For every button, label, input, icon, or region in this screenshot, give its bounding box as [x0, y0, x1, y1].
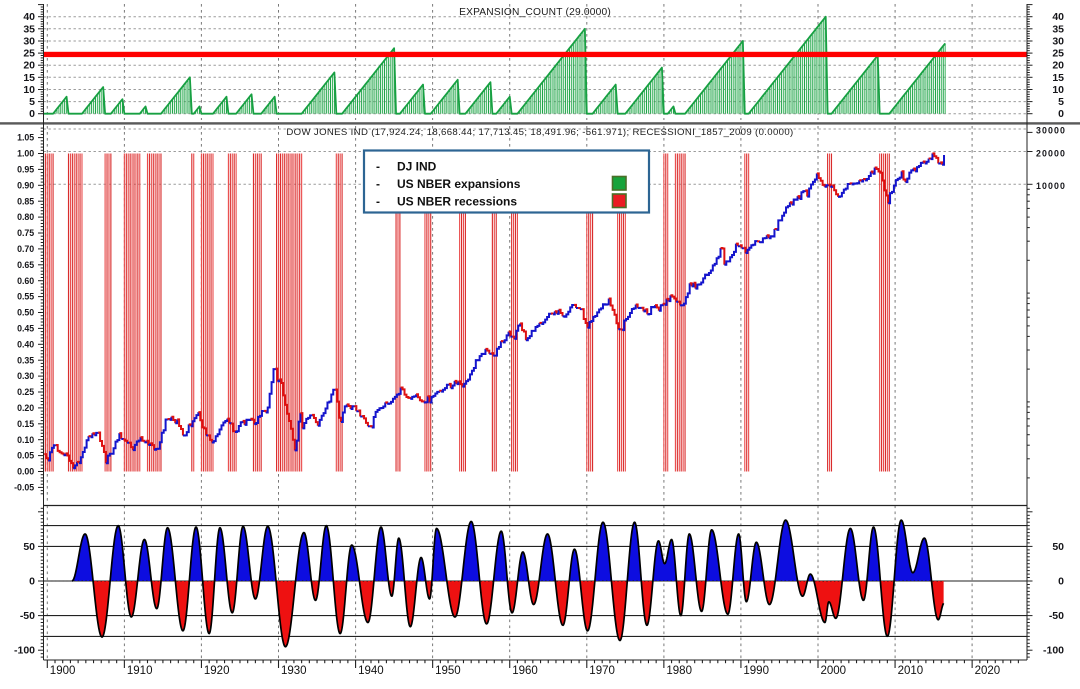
svg-text:10: 10 — [23, 84, 35, 96]
svg-text:40: 40 — [23, 11, 35, 23]
svg-text:0: 0 — [29, 108, 35, 120]
svg-text:-0.05: -0.05 — [14, 483, 34, 493]
svg-text:DOW JONES IND (17,924.24; 18,6: DOW JONES IND (17,924.24; 18,668.44; 17,… — [286, 127, 793, 138]
svg-text:10000: 10000 — [1036, 181, 1066, 191]
svg-text:50: 50 — [1052, 541, 1064, 553]
svg-text:0.05: 0.05 — [17, 451, 34, 461]
svg-text:50: 50 — [23, 541, 35, 553]
svg-text:15: 15 — [1052, 72, 1064, 84]
svg-text:0.60: 0.60 — [17, 276, 34, 286]
svg-text:2000: 2000 — [821, 665, 847, 677]
svg-text:0.45: 0.45 — [17, 324, 34, 334]
svg-text:30: 30 — [1052, 36, 1064, 48]
svg-text:0.95: 0.95 — [17, 165, 34, 175]
svg-text:1900: 1900 — [50, 665, 76, 677]
svg-text:0.00: 0.00 — [17, 467, 34, 477]
svg-text:0: 0 — [1058, 108, 1064, 120]
svg-text:1960: 1960 — [512, 665, 538, 677]
svg-text:DJ IND: DJ IND — [397, 160, 437, 174]
svg-text:35: 35 — [23, 23, 35, 35]
svg-text:-: - — [376, 195, 380, 209]
svg-text:0.85: 0.85 — [17, 196, 34, 206]
svg-text:-50: -50 — [1049, 610, 1064, 622]
svg-text:EXPANSION_COUNT (29.0000): EXPANSION_COUNT (29.0000) — [459, 7, 611, 18]
svg-text:5: 5 — [1058, 96, 1064, 108]
svg-text:30: 30 — [23, 36, 35, 48]
svg-text:0.15: 0.15 — [17, 419, 34, 429]
svg-text:-100: -100 — [1043, 645, 1064, 657]
svg-text:1940: 1940 — [358, 665, 384, 677]
svg-text:5: 5 — [29, 96, 35, 108]
svg-text:0.20: 0.20 — [17, 403, 34, 413]
svg-text:15: 15 — [23, 72, 35, 84]
svg-text:0.55: 0.55 — [17, 292, 34, 302]
svg-text:35: 35 — [1052, 23, 1064, 35]
svg-text:1990: 1990 — [743, 665, 769, 677]
svg-text:1910: 1910 — [127, 665, 153, 677]
svg-text:1950: 1950 — [435, 665, 461, 677]
svg-text:0.10: 0.10 — [17, 435, 34, 445]
svg-text:0.50: 0.50 — [17, 308, 34, 318]
svg-text:US NBER recessions: US NBER recessions — [397, 195, 517, 209]
svg-text:0.90: 0.90 — [17, 180, 34, 190]
svg-text:20: 20 — [23, 60, 35, 72]
svg-text:0.80: 0.80 — [17, 212, 34, 222]
svg-text:US NBER expansions: US NBER expansions — [397, 177, 521, 191]
svg-text:1.05: 1.05 — [17, 133, 34, 143]
svg-text:0.35: 0.35 — [17, 355, 34, 365]
svg-text:0.75: 0.75 — [17, 228, 34, 238]
svg-text:20000: 20000 — [1036, 148, 1066, 158]
svg-text:0: 0 — [1058, 576, 1064, 588]
svg-text:0: 0 — [29, 576, 35, 588]
svg-text:0.65: 0.65 — [17, 260, 34, 270]
svg-text:25: 25 — [1052, 48, 1064, 60]
svg-text:-100: -100 — [14, 645, 35, 657]
svg-text:-: - — [376, 160, 380, 174]
svg-text:-: - — [376, 177, 380, 191]
svg-text:0.25: 0.25 — [17, 387, 34, 397]
svg-text:0.40: 0.40 — [17, 339, 34, 349]
svg-text:1.00: 1.00 — [17, 149, 34, 159]
svg-text:1930: 1930 — [281, 665, 307, 677]
svg-text:0.30: 0.30 — [17, 371, 34, 381]
svg-text:1920: 1920 — [204, 665, 230, 677]
svg-text:20: 20 — [1052, 60, 1064, 72]
svg-text:0.70: 0.70 — [17, 244, 34, 254]
svg-text:1970: 1970 — [589, 665, 615, 677]
svg-text:-50: -50 — [20, 610, 35, 622]
svg-text:2010: 2010 — [898, 665, 924, 677]
svg-text:40: 40 — [1052, 11, 1064, 23]
svg-text:25: 25 — [23, 48, 35, 60]
svg-text:1980: 1980 — [666, 665, 692, 677]
svg-text:2020: 2020 — [975, 665, 1001, 677]
svg-text:30000: 30000 — [1036, 126, 1066, 136]
svg-text:10: 10 — [1052, 84, 1064, 96]
